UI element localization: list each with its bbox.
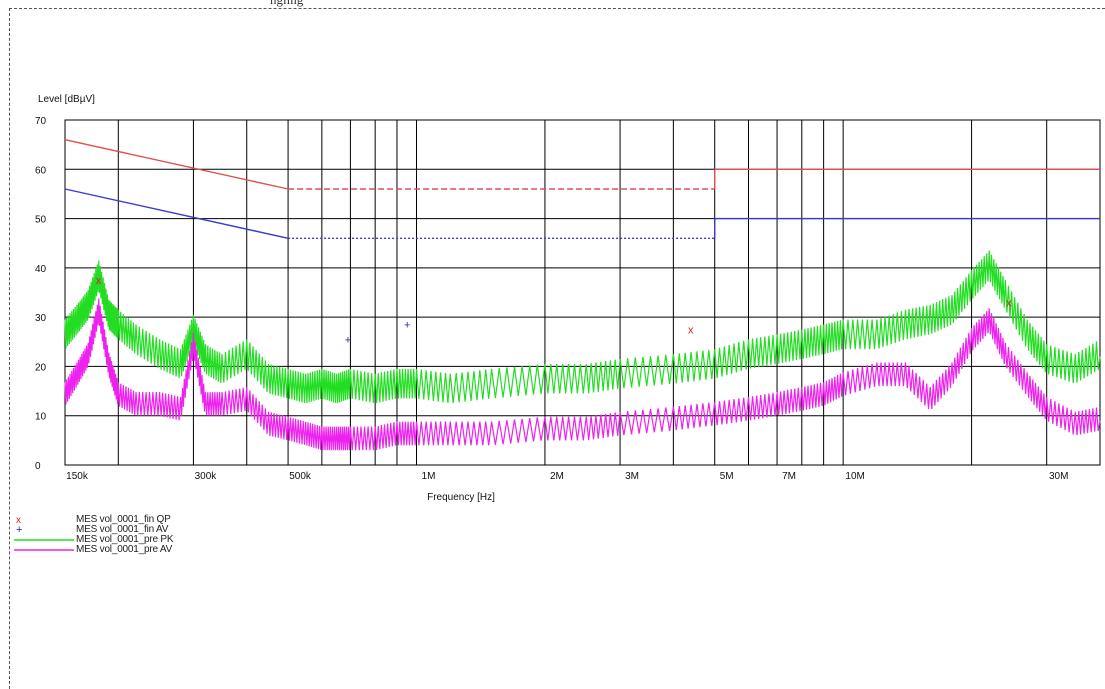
qp-marker: x bbox=[1006, 297, 1012, 309]
x-tick-label: 3M bbox=[625, 471, 639, 482]
series-line bbox=[64, 250, 1101, 404]
x-tick-label: 500k bbox=[289, 471, 312, 482]
svg-text:+: + bbox=[16, 525, 22, 535]
x-axis-label: Frequency [Hz] bbox=[427, 492, 495, 503]
series-layer bbox=[64, 250, 1101, 451]
x-tick-label: 300k bbox=[195, 471, 218, 482]
av-marker: + bbox=[345, 334, 351, 346]
x-tick-label: 1M bbox=[422, 471, 436, 482]
x-tick-label: 2M bbox=[550, 471, 564, 482]
limit-line-segment bbox=[64, 188, 289, 239]
series-line bbox=[64, 298, 1101, 451]
emission-chart: Level [dBµV] Frequency [Hz] x x x + + 0 10 20 3… bbox=[35, 94, 1101, 503]
header-fragment: ngling bbox=[270, 0, 303, 8]
x-tick-label: 5M bbox=[720, 471, 734, 482]
y-tick-label: 30 bbox=[35, 313, 47, 324]
x-tick-label: 30M bbox=[1049, 471, 1068, 482]
legend-label: MES vol_0001_pre PK bbox=[76, 534, 174, 545]
qp-marker: x bbox=[688, 324, 694, 336]
y-tick-label: 10 bbox=[35, 412, 47, 423]
limit-line-segment bbox=[64, 139, 289, 190]
limit-lines bbox=[64, 139, 1100, 239]
legend-line-green bbox=[14, 535, 74, 545]
chart-frame bbox=[9, 8, 1105, 689]
y-tick-label: 60 bbox=[35, 165, 47, 176]
x-tick-label: 7M bbox=[782, 471, 796, 482]
y-tick-label: 0 bbox=[35, 461, 41, 472]
markers: x x x + + bbox=[96, 275, 1012, 346]
legend-label: MES vol_0001_fin AV bbox=[76, 524, 169, 535]
y-tick-label: 50 bbox=[35, 215, 47, 226]
legend-marker-plus: + bbox=[14, 524, 64, 536]
legend-label: MES vol_0001_fin QP bbox=[76, 514, 171, 525]
tick-labels: 0 10 20 30 40 50 60 70 150k 300k 500k 1M 2M 3M 5M 7M 10M… bbox=[35, 116, 1068, 482]
legend-line-magenta bbox=[14, 545, 74, 555]
legend-label: MES vol_0001_pre AV bbox=[76, 544, 173, 555]
legend-marker-x: x bbox=[14, 515, 64, 526]
x-tick-label: 150k bbox=[66, 471, 89, 482]
y-axis-label: Level [dBµV] bbox=[38, 94, 95, 105]
y-tick-label: 40 bbox=[35, 264, 47, 275]
y-tick-label: 70 bbox=[35, 116, 47, 127]
x-tick-label: 10M bbox=[845, 471, 864, 482]
svg-text:x: x bbox=[16, 515, 21, 525]
av-marker: + bbox=[404, 320, 410, 332]
qp-marker: x bbox=[96, 275, 102, 287]
y-tick-label: 20 bbox=[35, 362, 47, 373]
